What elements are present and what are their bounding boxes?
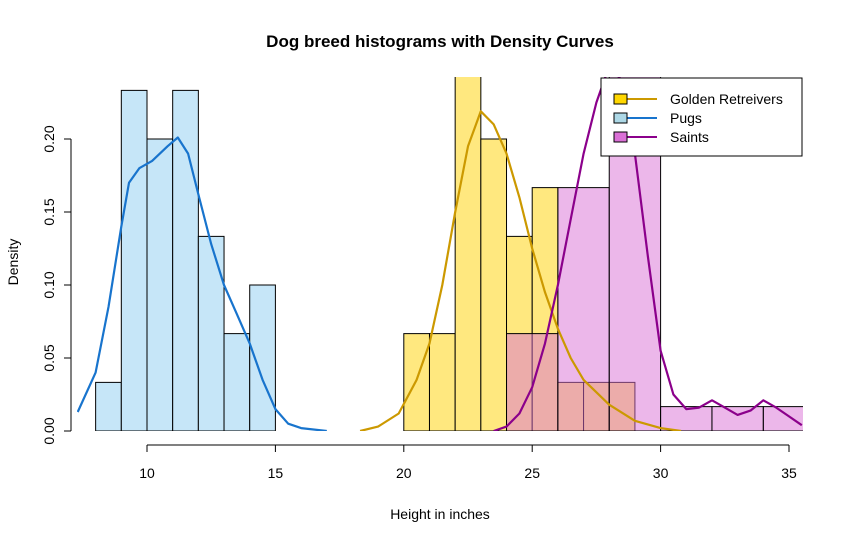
- bar-pugs-1: [120, 89, 148, 431]
- x-tick-label: 20: [396, 465, 412, 481]
- y-tick-label: 0.15: [41, 198, 57, 225]
- bar-golden-retreivers-3: [480, 138, 508, 431]
- bar-pugs-6: [249, 284, 276, 431]
- legend: Golden Retreivers Pugs Saints: [600, 77, 803, 157]
- bar-saints-0: [506, 333, 559, 431]
- bar-saints-1: [557, 187, 610, 431]
- density-curve-saints: [493, 77, 803, 431]
- bar-saints-3: [660, 406, 713, 431]
- y-tick-label: 0.20: [41, 125, 57, 152]
- legend-label: Golden Retreivers: [670, 91, 783, 107]
- x-tick-label: 30: [653, 465, 669, 481]
- y-tick-label: 0.00: [41, 417, 57, 444]
- bar-saints-5: [762, 406, 803, 431]
- density-curve-pugs: [77, 136, 327, 431]
- legend-swatch: [613, 131, 628, 143]
- y-tick-label: 0.05: [41, 344, 57, 371]
- x-tick-label: 25: [524, 465, 540, 481]
- bar-golden-retreivers-1: [428, 333, 456, 431]
- y-axis-label: Density: [5, 239, 21, 286]
- density-curve-golden-retreivers: [359, 110, 682, 431]
- bar-pugs-3: [172, 89, 199, 431]
- bar-golden-retreivers-0: [403, 333, 430, 431]
- bar-pugs-4: [197, 235, 225, 431]
- legend-label: Pugs: [670, 110, 702, 126]
- density-curves: [77, 77, 803, 431]
- legend-label: Saints: [670, 129, 709, 145]
- x-tick-label: 35: [781, 465, 797, 481]
- bar-pugs-2: [146, 138, 174, 431]
- bar-golden-retreivers-2: [454, 77, 482, 431]
- x-tick-label: 10: [139, 465, 155, 481]
- chart-title: Dog breed histograms with Density Curves: [266, 32, 614, 51]
- legend-swatch: [613, 93, 628, 105]
- axes: 10 15 20 25 30 35 0.00 0.05 0.10 0.15 0.20: [41, 125, 797, 481]
- x-axis-label: Height in inches: [390, 506, 490, 522]
- bar-pugs-5: [223, 333, 251, 431]
- y-tick-label: 0.10: [41, 271, 57, 298]
- x-tick-label: 15: [268, 465, 284, 481]
- bar-saints-4: [711, 406, 764, 431]
- legend-swatch: [613, 112, 628, 124]
- bar-pugs-0: [95, 381, 122, 431]
